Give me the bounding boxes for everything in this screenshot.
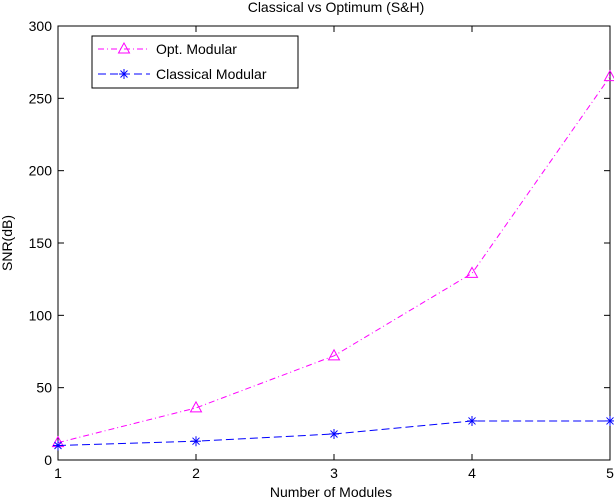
legend: Opt. Modular Classical Modular (91, 35, 299, 89)
x-tick-label: 1 (54, 465, 62, 481)
legend-marker-asterisk-icon (119, 69, 129, 79)
y-axis: 0 50 100 150 200 250 300 (29, 18, 610, 468)
plot-area (57, 25, 611, 461)
legend-box (91, 35, 299, 89)
legend-label-classical-modular: Classical Modular (156, 66, 267, 82)
data-point-classical-modular (53, 440, 63, 451)
y-tick-label: 0 (44, 452, 52, 468)
x-axis-title: Number of Modules (270, 484, 392, 500)
legend-marker-triangle-icon (117, 41, 131, 54)
legend-label-opt-modular: Opt. Modular (156, 41, 237, 57)
series-layer (51, 69, 614, 451)
y-tick-label: 200 (29, 163, 53, 179)
chart-title: Classical vs Optimum (S&H) (248, 0, 425, 15)
y-tick-label: 250 (29, 90, 53, 106)
y-tick-label: 300 (29, 18, 53, 34)
x-tick-label: 3 (330, 465, 338, 481)
y-tick-label: 100 (29, 307, 53, 323)
y-tick-label: 50 (36, 380, 52, 396)
y-axis-title: SNR(dB) (0, 215, 15, 271)
data-point-classical-modular (191, 436, 201, 447)
x-tick-label: 2 (192, 465, 200, 481)
x-axis: 1 2 3 4 5 (54, 26, 614, 481)
y-tick-label: 150 (29, 235, 53, 251)
data-point-opt-modular (465, 266, 479, 278)
data-point-classical-modular (467, 415, 477, 426)
x-tick-label: 5 (606, 465, 614, 481)
data-point-classical-modular (329, 428, 339, 439)
x-tick-label: 4 (468, 465, 476, 481)
data-point-opt-modular (327, 348, 341, 361)
data-point-classical-modular (605, 415, 614, 426)
series-line-opt-modular (57, 76, 611, 444)
data-point-opt-modular (189, 400, 203, 413)
data-point-opt-modular (603, 69, 614, 82)
